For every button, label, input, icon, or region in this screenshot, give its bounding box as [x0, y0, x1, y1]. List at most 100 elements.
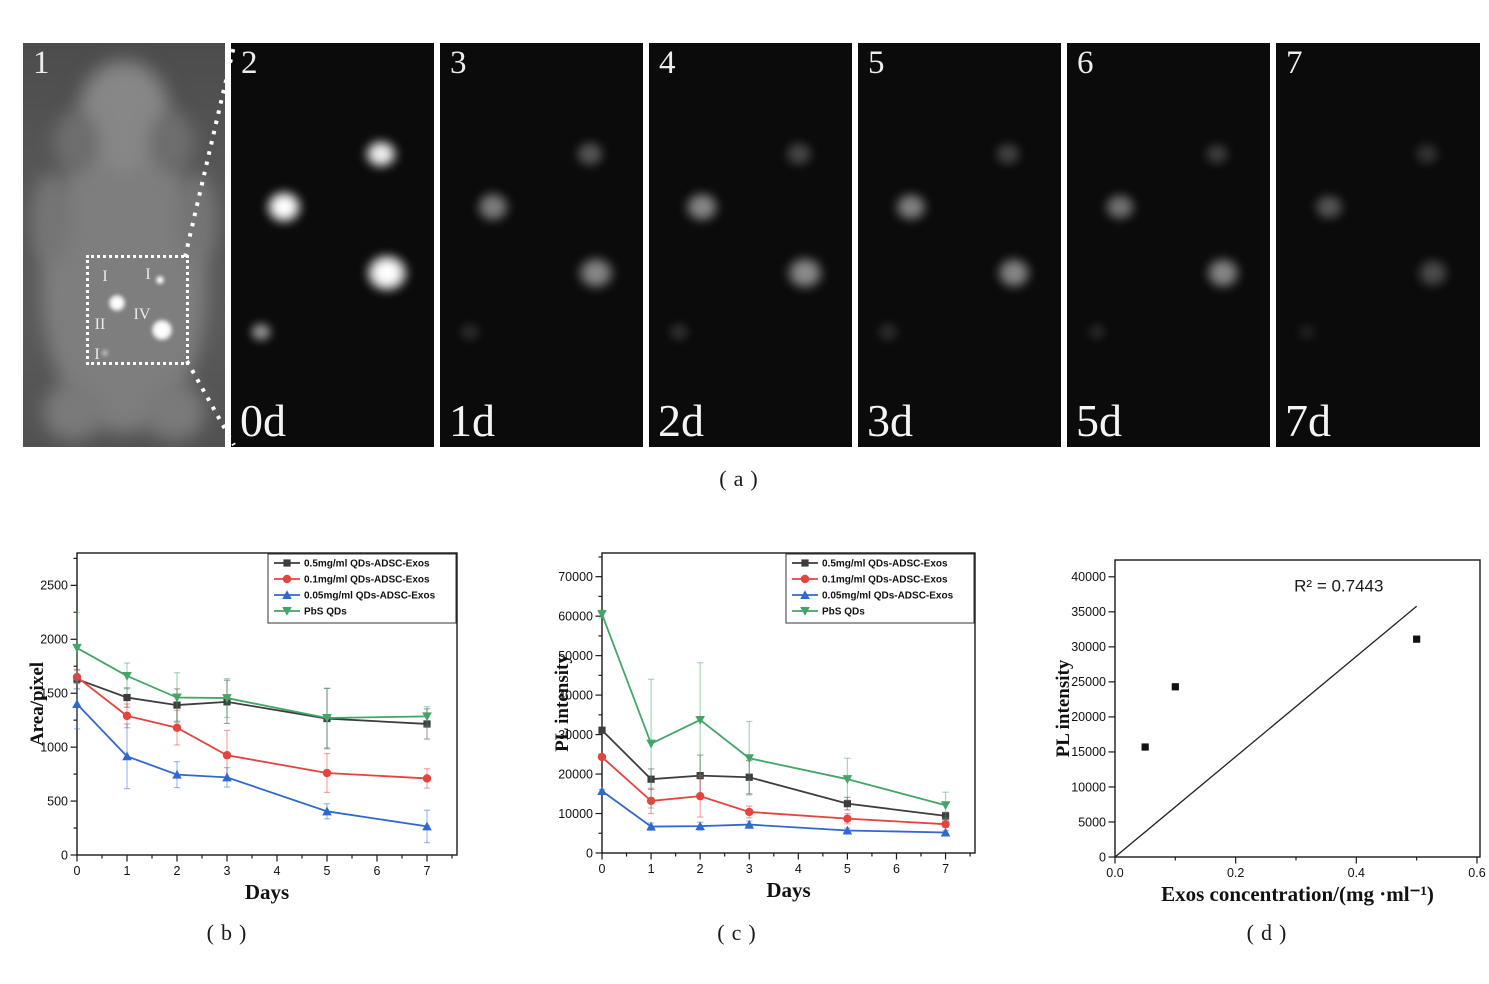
y-tick-label: 30000 [1071, 640, 1106, 654]
fluorescence-blob [987, 248, 1042, 299]
chart-svg-d: 0.0 0.2 0.4 0.6 0 5000 10000 15000 20000 25000 300… [1053, 559, 1486, 906]
caption-b: (b) [206, 920, 254, 945]
mouse-ear-right [149, 113, 195, 171]
fit-line [1114, 605, 1418, 858]
y-tick-label: 0 [1099, 850, 1106, 864]
y-tick-label: 5000 [1078, 815, 1106, 829]
data-point-marker [1141, 743, 1149, 751]
caption-c: (c) [717, 920, 763, 945]
fluorescence-blob [884, 183, 937, 230]
x-tick-label: 4 [795, 862, 802, 876]
fluorescence-blob [1081, 317, 1114, 346]
axes: 0 1 2 3 4 5 6 7 0 10000 20000 30000 40000 50000 60000 7… [558, 556, 971, 876]
fluorescence-blob [987, 135, 1030, 174]
legend-label: PbS QDs [822, 607, 865, 618]
caption-d: (d) [1246, 920, 1294, 945]
series-line [601, 790, 946, 834]
legend: 0.5mg/ml QDs-ADSC-Exos 0.1mg/ml QDs-ADSC-… [267, 553, 457, 624]
x-tick-label: 0.0 [1106, 866, 1123, 880]
chart-svg-b: 0 1 2 3 4 5 6 7 0 500 1000 1500 2000 2500 0.5mg/ml QDs… [27, 552, 458, 904]
fluorescence-blob [1291, 318, 1322, 345]
y-tick-label: 10000 [558, 807, 593, 821]
timepoint-panel-0d: 2 0d [231, 43, 434, 447]
fluorescence-blob [355, 244, 420, 303]
x-tick-label: 0.6 [1468, 866, 1485, 880]
axes: 0 1 2 3 4 5 6 7 0 500 1000 1500 2000 2500 [40, 557, 453, 878]
panel-number: 7 [1286, 45, 1303, 81]
mouse-image-panel: 1 I I II IV I [23, 43, 225, 447]
legend-label: PbS QDs [304, 607, 347, 618]
y-axis-title: PL intensity [552, 654, 573, 752]
x-tick-label: 3 [746, 862, 753, 876]
panel-number: 2 [241, 45, 258, 81]
data-point-marker [1413, 635, 1421, 643]
series [597, 609, 951, 819]
chart-area-vs-days: 0 1 2 3 4 5 6 7 0 500 1000 1500 2000 2500 0.5mg/ml QDs… [27, 545, 550, 922]
y-tick-label: 1500 [40, 687, 68, 701]
y-tick-label: 40000 [1071, 570, 1106, 584]
day-label: 7d [1285, 394, 1331, 446]
y-axis-title: PL intensity [1053, 659, 1074, 757]
roi-label-4: IV [133, 306, 151, 323]
x-tick-label: 0 [74, 864, 81, 878]
fluorescence-blob [1408, 250, 1459, 297]
series [72, 678, 432, 844]
legend-label: 0.5mg/ml QDs-ADSC-Exos [822, 559, 948, 570]
fluorescence-blob [1406, 136, 1447, 173]
x-tick-label: 2 [697, 862, 704, 876]
series-line [601, 756, 946, 826]
y-tick-label: 20000 [558, 767, 593, 781]
x-tick-label: 7 [424, 864, 431, 878]
x-tick-label: 0.2 [1227, 866, 1244, 880]
day-label: 0d [240, 394, 286, 446]
fluorescence-blob [1094, 184, 1145, 229]
panel-number: 4 [659, 45, 676, 81]
plot-frame [601, 552, 976, 854]
axes: 0.0 0.2 0.4 0.6 0 5000 10000 15000 20000 25000 300… [1071, 570, 1485, 880]
fluorescence-blob [567, 133, 614, 176]
series-line [601, 613, 946, 807]
r-squared-annotation: R² = 0.7443 [1294, 577, 1383, 596]
legend-label: 0.1mg/ml QDs-ADSC-Exos [822, 575, 948, 586]
y-tick-label: 25000 [1071, 675, 1106, 689]
y-tick-label: 30000 [558, 728, 593, 742]
chart-svg-c: 0 1 2 3 4 5 6 7 0 10000 20000 30000 40000 50000 60000 7… [552, 552, 976, 902]
x-axis-title: Days [766, 878, 810, 902]
y-tick-label: 40000 [558, 688, 593, 702]
fluorescence-blob [243, 315, 280, 348]
series [72, 611, 432, 749]
mouse-arm-right [177, 173, 217, 263]
y-tick-label: 2000 [40, 633, 68, 647]
fluorescence-blob [777, 134, 822, 175]
x-tick-label: 5 [844, 862, 851, 876]
data-point-marker [1171, 683, 1179, 691]
fluorescence-blob [355, 131, 408, 178]
series [72, 669, 432, 794]
fluorescence-blob [674, 182, 729, 231]
timepoint-panel-1d: 3 1d [440, 43, 643, 447]
fluorescence-blob [1305, 185, 1354, 228]
x-tick-label: 4 [274, 864, 281, 878]
legend-label: 0.05mg/ml QDs-ADSC-Exos [304, 591, 436, 602]
roi-label-1: I [102, 268, 108, 285]
panel-number: 5 [868, 45, 885, 81]
x-tick-label: 1 [124, 864, 131, 878]
plot-frame [1114, 559, 1481, 858]
x-tick-label: 1 [648, 862, 655, 876]
legend-label: 0.5mg/ml QDs-ADSC-Exos [304, 559, 430, 570]
fluorescence-blob [453, 316, 488, 347]
panel-number: 1 [33, 45, 50, 81]
y-tick-label: 2500 [40, 579, 68, 593]
y-tick-label: 0 [586, 846, 593, 860]
x-tick-label: 0.4 [1348, 866, 1365, 880]
fluorescence-blob [466, 182, 519, 231]
x-tick-label: 2 [174, 864, 181, 878]
legend-label: 0.05mg/ml QDs-ADSC-Exos [822, 591, 954, 602]
roi-label-3: II [94, 316, 106, 333]
day-label: 3d [867, 394, 913, 446]
y-tick-label: 0 [61, 848, 68, 862]
y-tick-label: 70000 [558, 570, 593, 584]
fluorescence-blob [871, 316, 906, 347]
roi-dotted-box [86, 255, 189, 365]
day-label: 1d [449, 394, 495, 446]
